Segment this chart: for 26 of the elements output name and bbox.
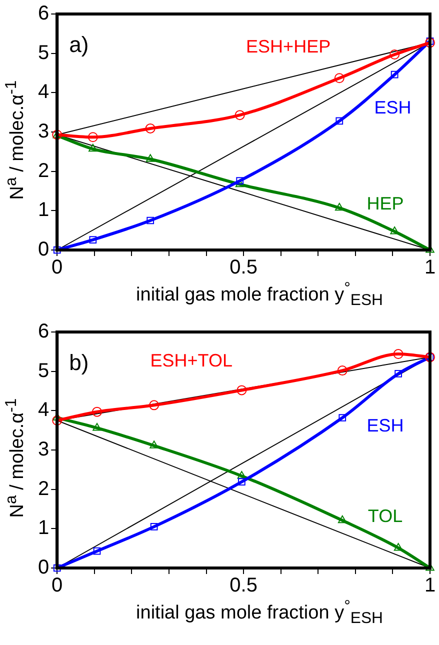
y-tick-label: 1 (38, 199, 50, 222)
series-label: ESH+TOL (150, 350, 232, 370)
x-tick-label: 1 (424, 574, 436, 597)
y-tick-label: 0 (38, 556, 50, 579)
annotation: a) (69, 32, 89, 58)
series-label: ESH (366, 415, 404, 436)
series-label: ESH (374, 97, 412, 118)
y-tick-label: 3 (38, 120, 50, 143)
y-tick-label: 6 (38, 320, 50, 343)
series-label: TOL (368, 506, 403, 526)
x-tick-label: 0.5 (230, 256, 258, 279)
y-tick-label: 3 (38, 438, 50, 461)
series-label: HEP (366, 194, 404, 214)
y-tick-label: 5 (38, 42, 50, 64)
y-tick-label: 4 (38, 399, 50, 422)
y-tick-label: 4 (38, 81, 50, 104)
y-tick-label: 2 (38, 160, 50, 182)
y-tick-label: 1 (38, 517, 50, 540)
x-tick-label: 1 (424, 256, 436, 279)
y-tick-label: 2 (38, 478, 50, 500)
annotation: b) (69, 350, 89, 376)
y-tick-label: 6 (38, 2, 50, 25)
y-tick-label: 0 (38, 238, 50, 261)
y-tick-label: 5 (38, 360, 50, 382)
series-label: ESH+HEP (246, 36, 331, 56)
x-tick-label: 0.5 (230, 574, 258, 597)
